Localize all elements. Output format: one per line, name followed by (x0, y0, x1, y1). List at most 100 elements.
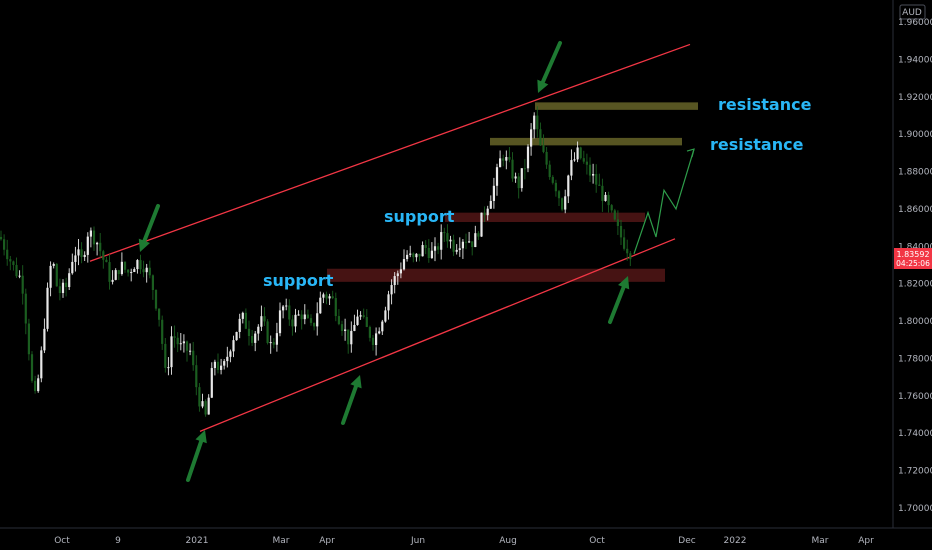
candle-body (89, 230, 92, 237)
candle-body (139, 260, 142, 270)
candle-body (170, 336, 173, 368)
candle-body (232, 340, 235, 352)
bar-countdown: 04:25:06 (896, 259, 930, 268)
candle-body (269, 342, 272, 344)
candle-body (61, 282, 65, 294)
current-price: 1.83592 (896, 250, 929, 259)
candle-body (40, 350, 43, 379)
candle-body (37, 378, 40, 392)
candle-body (409, 253, 412, 255)
x-tick-label: 9 (115, 536, 121, 546)
candle-body (561, 198, 564, 210)
candle-body (353, 324, 356, 331)
candle-body (427, 247, 430, 259)
candle-body (551, 177, 554, 183)
candle-body (381, 321, 384, 332)
candle-body (161, 319, 164, 344)
candle-body (613, 210, 616, 220)
candle-body (247, 328, 251, 336)
candle-body (526, 146, 530, 169)
candle-body (127, 269, 130, 273)
candle-body (570, 160, 573, 176)
y-tick-label: 1.96000 (898, 18, 932, 28)
candle-body (136, 260, 139, 270)
candle-body (74, 255, 77, 262)
candle-body (545, 151, 548, 165)
candle-body (226, 356, 229, 362)
candle-body (235, 331, 238, 341)
candle-body (582, 158, 585, 162)
resistance-label-lower: resistance (710, 135, 804, 154)
candle-body (185, 341, 189, 351)
candle-body (96, 242, 99, 245)
candle-body (34, 380, 37, 392)
green-arrow-shaft (608, 285, 626, 324)
x-tick-label: Mar (273, 536, 290, 546)
currency-badge[interactable] (899, 4, 926, 20)
candle-body (260, 316, 263, 327)
candle-body (266, 321, 269, 343)
candle-body (49, 265, 52, 288)
candle-body (347, 329, 350, 345)
channel-lower-line (199, 238, 676, 432)
candle-body (505, 157, 508, 161)
candle-body (523, 168, 526, 170)
candle-body (530, 129, 533, 147)
y-ticks: 1.96000 1.94000 1.92000 1.90000 1.88000 1.860… (898, 18, 932, 514)
candle-body (294, 314, 297, 327)
candle-body (303, 314, 306, 320)
candle-body (616, 219, 619, 226)
candle-body (117, 270, 120, 275)
candle-body (573, 159, 576, 161)
currency-label: AUD (902, 8, 922, 18)
candle-body (15, 264, 18, 277)
candle-body (105, 259, 108, 263)
green-arrow-shaft (341, 384, 358, 425)
candle-body (328, 296, 331, 299)
time-axis[interactable]: Oct 9 2021 Mar Apr Jun Aug Oct Dec 2022 Mar Apr (0, 527, 932, 546)
candle-body (179, 343, 182, 345)
candle-body (55, 263, 58, 287)
candle-body (585, 161, 588, 165)
projection-path (633, 148, 695, 254)
arrows (138, 41, 630, 482)
y-tick-label: 1.88000 (898, 168, 932, 178)
y-tick-label: 1.80000 (898, 317, 932, 327)
y-tick-label: 1.72000 (898, 467, 932, 477)
candle-body (517, 176, 520, 189)
candle-body (263, 316, 266, 322)
support-label-lower: support (263, 271, 334, 290)
green-arrow-head (618, 276, 630, 290)
candle-body (9, 259, 12, 262)
candle-body (216, 361, 220, 370)
candle-body (0, 236, 3, 240)
y-tick-label: 1.92000 (898, 93, 932, 103)
projection-arrowhead (686, 148, 695, 158)
y-tick-label: 1.84000 (898, 242, 932, 252)
candle-body (151, 275, 154, 291)
candle-body (371, 337, 375, 345)
y-tick-label: 1.90000 (898, 130, 932, 140)
candle-body (30, 354, 34, 381)
candle-body (251, 335, 254, 343)
candle-body (189, 350, 192, 352)
candle-body (257, 326, 260, 334)
candle-body (536, 115, 539, 130)
candle-body (396, 273, 399, 277)
candle-body (164, 343, 167, 368)
price-axis[interactable]: AUD 1.960001.940001.920001.900001.880001… (892, 0, 932, 528)
candle-body (71, 261, 74, 274)
candle-body (486, 208, 489, 216)
candle-body (458, 248, 461, 250)
x-tick-label: Oct (54, 536, 70, 546)
candle-body (272, 342, 275, 345)
candle-body (337, 316, 340, 325)
candle-body (167, 367, 170, 369)
zones (327, 102, 698, 282)
resistance-zone (535, 102, 698, 110)
candle-body (610, 205, 613, 211)
candle-body (350, 330, 353, 345)
candle-body (130, 272, 133, 274)
candle-body (567, 175, 570, 197)
